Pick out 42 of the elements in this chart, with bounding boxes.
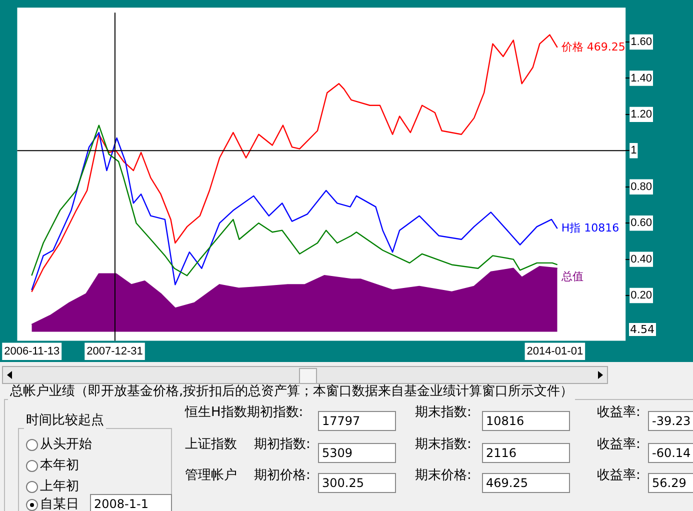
text: 4.54 — [629, 323, 656, 336]
text: 收益率: — [597, 405, 640, 421]
text: 管理帐户 — [185, 468, 237, 484]
y-tick-label: 1.60 — [630, 36, 652, 48]
text-field: 10816 — [482, 411, 570, 431]
text: 期初指数: — [254, 437, 310, 453]
text-field: 469.25 — [482, 473, 570, 493]
text: 恒生H指数期初指数: — [185, 405, 304, 421]
text-field: 2116 — [482, 443, 570, 463]
y-tick-label: 0.40 — [630, 253, 652, 266]
text-field: 300.25 — [318, 473, 396, 493]
series-label: H指 10816 — [561, 221, 620, 234]
text-field: -60.14 — [648, 443, 693, 463]
text: 收益率: — [597, 468, 640, 484]
text: 从头开始 — [40, 437, 92, 453]
text: 时间比较起点 — [24, 413, 106, 429]
x-tick-label: 2006-11-13 — [4, 345, 60, 358]
series-label: 总值 — [560, 270, 584, 284]
y-tick-label: 0.20 — [630, 290, 652, 302]
text: 期末指数: — [415, 405, 472, 421]
y-tick-label: 0.60 — [630, 217, 652, 230]
text-field: 17797 — [318, 411, 396, 431]
y-tick-label: 1.40 — [630, 72, 652, 84]
x-tick-label: 2014-01-01 — [526, 345, 584, 358]
series-label: 价格 469.25 — [560, 40, 626, 54]
text: 期末价格: — [415, 468, 472, 484]
text: 上证指数 — [185, 437, 237, 453]
y-tick-label: 1.20 — [630, 108, 652, 120]
text: 本年初 — [40, 458, 79, 474]
text: 自某日 — [40, 497, 79, 511]
text: 期初价格: — [254, 468, 310, 484]
x-tick-label: 2007-12-31 — [86, 345, 143, 358]
text-field: 56.29 — [648, 473, 693, 493]
text: 期末指数: — [415, 437, 472, 453]
text: 收益率: — [597, 437, 640, 453]
text: 总帐户业绩（即开放基金价格,按折扣后的总资产算；本窗口数据来自基金业绩计算窗口所示文件） — [8, 384, 576, 400]
text-field: 5309 — [318, 443, 396, 463]
text: 上年初 — [40, 479, 79, 495]
y-tick-label: 1 — [630, 144, 637, 157]
text-field: -39.23 — [648, 411, 693, 431]
y-tick-label: 0.80 — [630, 180, 652, 193]
text-field: 2008-1-1 — [90, 494, 172, 511]
